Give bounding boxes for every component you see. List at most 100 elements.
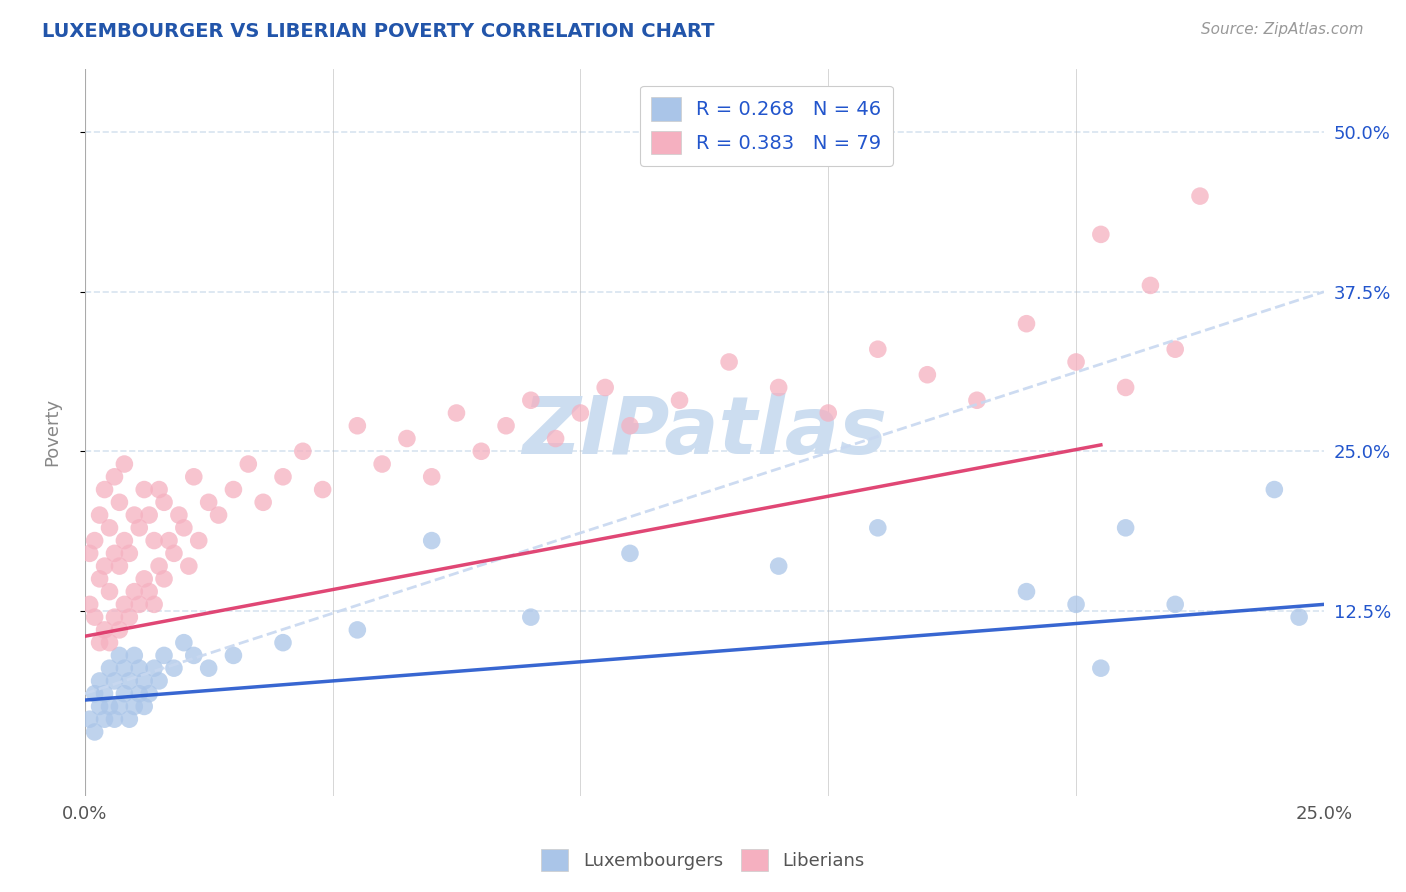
Point: [271, 470, 294, 484]
Point: [103, 712, 125, 726]
Point: [79, 598, 101, 612]
Point: [83, 533, 105, 548]
Point: [470, 444, 492, 458]
Point: [1164, 598, 1187, 612]
Point: [148, 673, 170, 688]
Point: [128, 521, 150, 535]
Point: [112, 457, 135, 471]
Point: [103, 470, 125, 484]
Point: [866, 521, 889, 535]
Point: [222, 648, 245, 663]
Point: [163, 661, 186, 675]
Point: [768, 380, 790, 394]
Point: [118, 546, 141, 560]
Point: [93, 559, 115, 574]
Point: [108, 699, 131, 714]
Point: [118, 712, 141, 726]
Point: [420, 470, 443, 484]
Point: [83, 610, 105, 624]
Point: [1164, 342, 1187, 356]
Point: [520, 393, 543, 408]
Point: [183, 648, 205, 663]
Point: [1090, 661, 1112, 675]
Point: [1263, 483, 1285, 497]
Point: [112, 687, 135, 701]
Point: [222, 483, 245, 497]
Point: [103, 673, 125, 688]
Point: [1288, 610, 1310, 624]
Point: [153, 572, 176, 586]
Point: [153, 495, 176, 509]
Text: Source: ZipAtlas.com: Source: ZipAtlas.com: [1201, 22, 1364, 37]
Point: [311, 483, 333, 497]
Point: [252, 495, 274, 509]
Point: [89, 572, 111, 586]
Point: [520, 610, 543, 624]
Point: [89, 673, 111, 688]
Point: [1115, 521, 1137, 535]
Point: [420, 533, 443, 548]
Point: [112, 533, 135, 548]
Point: [134, 673, 156, 688]
Point: [79, 712, 101, 726]
Point: [128, 661, 150, 675]
Point: [187, 533, 209, 548]
Point: [108, 648, 131, 663]
Point: [966, 393, 988, 408]
Point: [124, 584, 146, 599]
Point: [346, 623, 368, 637]
Point: [593, 380, 616, 394]
Point: [173, 635, 195, 649]
Point: [917, 368, 939, 382]
Legend: R = 0.268   N = 46, R = 0.383   N = 79: R = 0.268 N = 46, R = 0.383 N = 79: [640, 86, 893, 166]
Point: [124, 508, 146, 522]
Y-axis label: Poverty: Poverty: [44, 398, 60, 467]
Point: [124, 648, 146, 663]
Point: [177, 559, 200, 574]
Point: [866, 342, 889, 356]
Point: [238, 457, 260, 471]
Point: [134, 699, 156, 714]
Point: [143, 598, 166, 612]
Point: [108, 559, 131, 574]
Point: [134, 483, 156, 497]
Point: [1188, 189, 1211, 203]
Point: [668, 393, 690, 408]
Text: ZIPatlas: ZIPatlas: [522, 393, 887, 471]
Point: [143, 661, 166, 675]
Point: [112, 598, 135, 612]
Point: [98, 699, 121, 714]
Point: [98, 661, 121, 675]
Point: [138, 584, 160, 599]
Point: [103, 546, 125, 560]
Point: [118, 673, 141, 688]
Point: [1064, 598, 1087, 612]
Point: [98, 635, 121, 649]
Point: [89, 508, 111, 522]
Point: [128, 687, 150, 701]
Point: [446, 406, 468, 420]
Point: [98, 584, 121, 599]
Point: [138, 508, 160, 522]
Point: [163, 546, 186, 560]
Point: [619, 546, 641, 560]
Point: [173, 521, 195, 535]
Point: [619, 418, 641, 433]
Point: [153, 648, 176, 663]
Point: [495, 418, 517, 433]
Point: [197, 661, 219, 675]
Point: [1115, 380, 1137, 394]
Point: [1064, 355, 1087, 369]
Point: [167, 508, 190, 522]
Point: [93, 687, 115, 701]
Point: [118, 610, 141, 624]
Point: [271, 635, 294, 649]
Point: [346, 418, 368, 433]
Point: [143, 533, 166, 548]
Point: [93, 623, 115, 637]
Point: [197, 495, 219, 509]
Point: [112, 661, 135, 675]
Point: [138, 687, 160, 701]
Point: [1015, 317, 1038, 331]
Point: [148, 483, 170, 497]
